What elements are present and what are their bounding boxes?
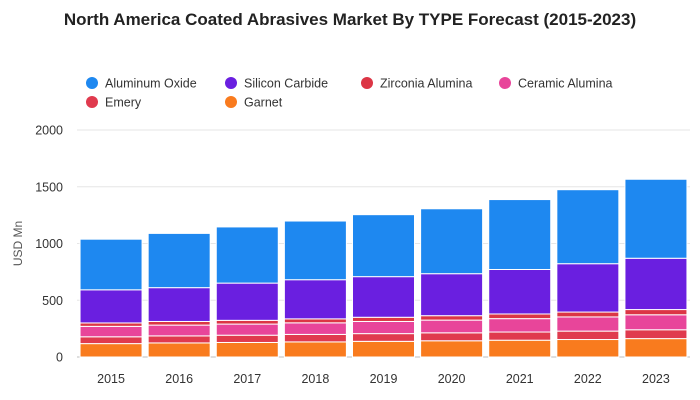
bar-segment[interactable]: [556, 339, 620, 358]
bar-segment[interactable]: [147, 232, 211, 289]
legend-label: Garnet: [244, 96, 283, 110]
x-tick-label: 2016: [165, 372, 193, 386]
legend: Aluminum Oxide Silicon Carbide Zirconia Al…: [86, 77, 613, 110]
bar-segment[interactable]: [488, 318, 552, 333]
y-axis: 0 500 1000 1500 2000: [35, 124, 63, 365]
bar-segment[interactable]: [420, 332, 484, 342]
bar-segment[interactable]: [352, 316, 415, 322]
bar-segment[interactable]: [215, 323, 279, 336]
bar-segment[interactable]: [556, 311, 620, 318]
y-tick-label: 500: [42, 294, 63, 308]
bar-segment[interactable]: [624, 338, 688, 358]
bar-segment[interactable]: [79, 322, 143, 327]
legend-label: Aluminum Oxide: [105, 77, 197, 91]
bar-segment[interactable]: [79, 325, 143, 338]
bar-segment[interactable]: [352, 320, 415, 335]
bar-segment[interactable]: [488, 339, 552, 358]
bar-segment[interactable]: [420, 315, 484, 321]
legend-marker: [86, 96, 98, 108]
bar-segment[interactable]: [79, 238, 143, 291]
x-tick-label: 2018: [301, 372, 329, 386]
x-tick-label: 2015: [97, 372, 125, 386]
x-tick-label: 2019: [370, 372, 398, 386]
x-tick-label: 2022: [574, 372, 602, 386]
y-tick-label: 1500: [35, 180, 63, 194]
legend-label: Emery: [105, 96, 142, 110]
bar-segment[interactable]: [488, 331, 552, 341]
x-axis: 2015 2016 2017 2018 2019 2020 2021 2022 2023: [97, 372, 670, 386]
bar-segment[interactable]: [283, 318, 347, 324]
bar-segment[interactable]: [624, 309, 688, 316]
bar-segment[interactable]: [215, 341, 279, 358]
bar-segment[interactable]: [215, 282, 279, 321]
bar-segment[interactable]: [488, 313, 552, 320]
x-tick-label: 2020: [438, 372, 466, 386]
bar-segment[interactable]: [79, 343, 143, 358]
legend-label: Zirconia Alumina: [380, 77, 472, 91]
legend-marker: [86, 77, 98, 89]
y-tick-label: 0: [56, 351, 63, 365]
legend-marker: [499, 77, 511, 89]
legend-marker: [225, 96, 237, 108]
bar-segment[interactable]: [420, 273, 484, 317]
bar-segment[interactable]: [488, 199, 552, 270]
bar-segment[interactable]: [215, 226, 279, 284]
bar-segment[interactable]: [79, 289, 143, 324]
bar-segment[interactable]: [624, 257, 688, 311]
bar-segment[interactable]: [420, 208, 484, 275]
bar-segment[interactable]: [352, 333, 415, 342]
bar-segment[interactable]: [624, 178, 688, 259]
legend-label: Silicon Carbide: [244, 77, 328, 91]
y-tick-label: 2000: [35, 124, 63, 138]
bar-segment[interactable]: [283, 333, 347, 343]
bar-segment[interactable]: [420, 340, 484, 358]
bar-segment[interactable]: [283, 341, 347, 358]
bar-segment[interactable]: [147, 320, 211, 326]
bar-segment[interactable]: [556, 316, 620, 332]
x-tick-label: 2021: [506, 372, 534, 386]
bar-segment[interactable]: [147, 335, 211, 344]
bar-segment[interactable]: [352, 276, 415, 318]
bar-segment[interactable]: [147, 324, 211, 337]
bar-segment[interactable]: [488, 268, 552, 315]
bar-segment[interactable]: [283, 279, 347, 320]
x-tick-label: 2017: [233, 372, 261, 386]
bar-segment[interactable]: [147, 287, 211, 322]
bar-segment[interactable]: [79, 336, 143, 345]
bar-segment[interactable]: [556, 263, 620, 313]
bar-segment[interactable]: [352, 340, 415, 358]
bar-segment[interactable]: [624, 314, 688, 331]
bar-segment[interactable]: [283, 322, 347, 335]
legend-label: Ceramic Alumina: [518, 77, 613, 91]
bar-segment[interactable]: [624, 329, 688, 340]
bar-segment[interactable]: [352, 214, 415, 278]
bar-segment[interactable]: [556, 330, 620, 341]
bar-segment[interactable]: [215, 319, 279, 325]
bar-segment[interactable]: [215, 334, 279, 343]
bar-segment[interactable]: [283, 220, 347, 281]
legend-marker: [361, 77, 373, 89]
y-axis-label: USD Mn: [11, 221, 25, 266]
bar-segment[interactable]: [420, 319, 484, 334]
chart-title: North America Coated Abrasives Market By…: [63, 10, 637, 29]
bar-segment[interactable]: [147, 342, 211, 358]
bars: [79, 178, 688, 358]
y-tick-label: 1000: [35, 237, 63, 251]
legend-marker: [225, 77, 237, 89]
x-tick-label: 2023: [642, 372, 670, 386]
bar-segment[interactable]: [556, 189, 620, 265]
